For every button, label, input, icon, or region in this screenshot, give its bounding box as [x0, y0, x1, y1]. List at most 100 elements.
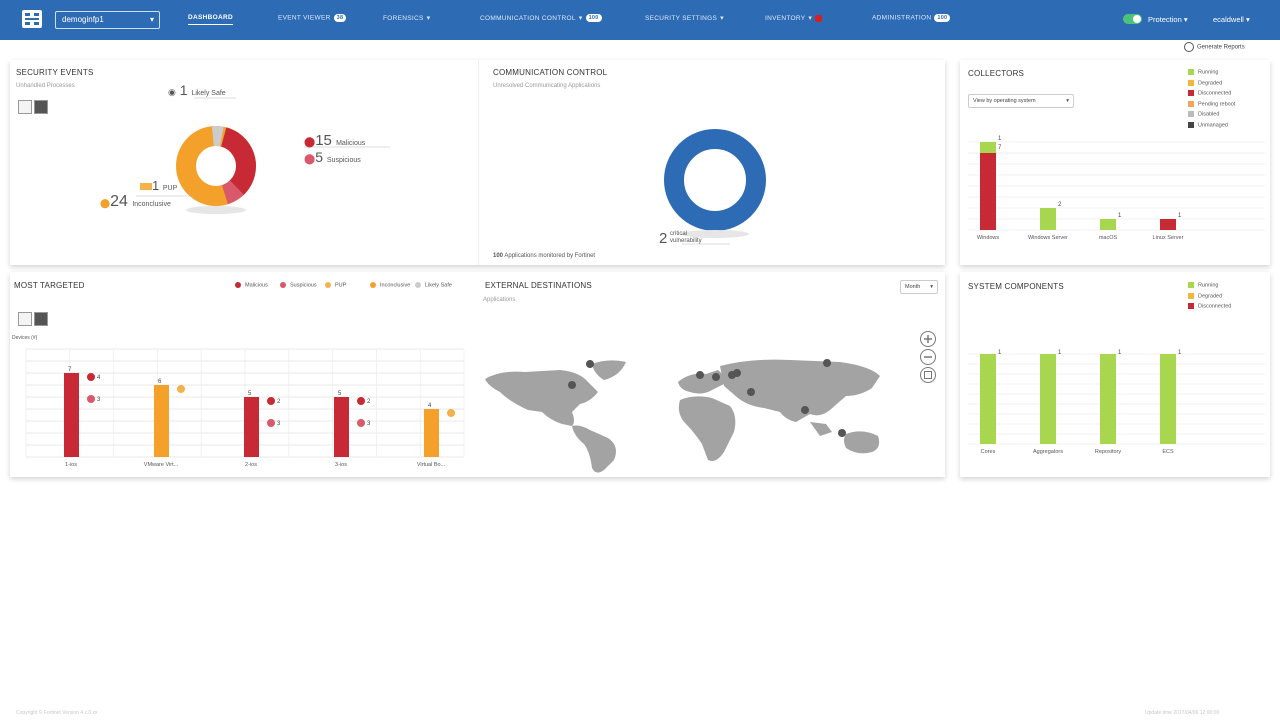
- map-pin-icon[interactable]: [801, 406, 810, 423]
- legend-item[interactable]: PUP: [325, 282, 346, 288]
- view-table-button[interactable]: [34, 312, 48, 326]
- collector-bar-running[interactable]: [1100, 219, 1116, 230]
- legend-item[interactable]: Inconclusive: [370, 282, 410, 288]
- target-bar[interactable]: [424, 409, 439, 457]
- legend-swatch: [415, 282, 421, 288]
- donut-likely-safe-segment[interactable]: [176, 126, 256, 206]
- map-pin-icon[interactable]: [838, 429, 847, 446]
- legend-label: Degraded: [1198, 79, 1223, 86]
- map-pin-icon[interactable]: [696, 371, 705, 388]
- legend-item[interactable]: Disconnected: [1188, 303, 1231, 309]
- protection-menu[interactable]: Protection ▾: [1148, 15, 1188, 24]
- legend-item[interactable]: Malicious: [235, 282, 268, 288]
- pup-stat[interactable]: 1 PUP: [140, 178, 177, 193]
- component-bar[interactable]: [1160, 354, 1176, 444]
- malicious-count: 15: [315, 132, 332, 149]
- likely-safe-stat[interactable]: ◉ 1 Likely Safe: [168, 82, 226, 98]
- side-indicator-icon[interactable]: [357, 419, 365, 427]
- fit-map-icon[interactable]: [920, 367, 936, 383]
- legend-label: Malicious: [245, 282, 268, 289]
- report-icon: [1184, 42, 1194, 52]
- system-components-title: SYSTEM COMPONENTS: [968, 282, 1064, 291]
- component-bar[interactable]: [980, 354, 996, 444]
- critical-label: critical: [670, 231, 688, 237]
- side-indicator-icon[interactable]: [357, 397, 365, 405]
- generate-reports-button[interactable]: Generate Reports: [1184, 42, 1245, 52]
- nav-administration[interactable]: ADMINISTRATION 100: [872, 14, 951, 22]
- critical-vulnerability-stat[interactable]: 2: [659, 230, 667, 247]
- map-pin-icon[interactable]: [712, 373, 721, 390]
- collector-bar-running[interactable]: [980, 142, 996, 153]
- south-america-shape: [572, 425, 616, 473]
- side-indicator-icon[interactable]: [177, 385, 185, 393]
- map-pin-icon[interactable]: [568, 381, 577, 398]
- legend-item[interactable]: Pending reboot: [1188, 100, 1235, 107]
- legend-item[interactable]: Disconnected: [1188, 90, 1231, 96]
- collectors-view-select[interactable]: View by operating system ▾: [968, 94, 1074, 108]
- nav-security-settings-label: SECURITY SETTINGS: [645, 15, 718, 22]
- target-bar[interactable]: [64, 373, 79, 457]
- protection-toggle[interactable]: [1123, 14, 1142, 24]
- legend-item[interactable]: Disabled: [1188, 111, 1219, 117]
- side-value-label: 2: [367, 399, 371, 405]
- x-tick-label: Cores: [981, 449, 996, 455]
- external-destinations-title: EXTERNAL DESTINATIONS: [485, 281, 592, 290]
- user-menu[interactable]: ecaldwell ▾: [1213, 15, 1250, 24]
- nav-forensics[interactable]: FORENSICS ▾: [383, 14, 430, 22]
- malicious-stat[interactable]: ⬤15 Malicious: [304, 132, 365, 149]
- legend-item[interactable]: Running: [1188, 69, 1219, 75]
- communication-control-donut[interactable]: [650, 120, 780, 250]
- protection-label: Protection: [1148, 15, 1182, 24]
- target-bar[interactable]: [334, 397, 349, 457]
- inconclusive-stat[interactable]: ⬤24 Inconclusive: [100, 193, 171, 211]
- collector-bar-disconnected[interactable]: [980, 153, 996, 230]
- component-bar[interactable]: [1100, 354, 1116, 444]
- legend-item[interactable]: Suspicious: [280, 282, 317, 288]
- legend-item[interactable]: Unmanaged: [1188, 121, 1228, 128]
- nav-communication-control[interactable]: COMMUNICATION CONTROL ▾ 100: [480, 14, 602, 23]
- view-chart-button[interactable]: [18, 100, 32, 114]
- side-indicator-icon[interactable]: [447, 409, 455, 417]
- map-pin-icon[interactable]: [747, 388, 756, 405]
- component-bar[interactable]: [1040, 354, 1056, 444]
- suspicious-stat[interactable]: ⬤5 Suspicious: [304, 149, 361, 165]
- bar-value-label: 1: [1058, 350, 1062, 356]
- fortinet-logo-icon[interactable]: [22, 10, 42, 28]
- bar-value-label: 7: [998, 145, 1002, 151]
- nav-event-viewer[interactable]: EVENT VIEWER 38: [278, 14, 347, 22]
- side-indicator-icon[interactable]: [87, 373, 95, 381]
- zoom-in-icon[interactable]: [920, 331, 936, 347]
- nav-dashboard-label: DASHBOARD: [188, 14, 233, 21]
- view-chart-button[interactable]: [18, 312, 32, 326]
- legend-item[interactable]: Likely Safe: [415, 282, 452, 288]
- chevron-down-icon: ▾: [930, 284, 933, 290]
- x-tick-label: Windows: [977, 235, 1000, 241]
- period-select[interactable]: Month ▾: [900, 280, 938, 294]
- nav-dashboard[interactable]: DASHBOARD: [188, 14, 233, 25]
- target-bar[interactable]: [244, 397, 259, 457]
- donut-suspicious-segment[interactable]: [174, 124, 259, 209]
- donut-malicious-segment[interactable]: [176, 126, 256, 206]
- organization-select[interactable]: demoginfp1 ▾: [55, 11, 160, 29]
- side-indicator-icon[interactable]: [87, 395, 95, 403]
- legend-item[interactable]: Degraded: [1188, 79, 1223, 86]
- legend-label: Likely Safe: [425, 282, 452, 289]
- view-table-button[interactable]: [34, 100, 48, 114]
- map-pin-icon[interactable]: [733, 369, 742, 386]
- side-indicator-icon[interactable]: [267, 419, 275, 427]
- bar-value-label: 5: [338, 391, 342, 397]
- map-pin-icon[interactable]: [823, 359, 832, 376]
- nav-inventory[interactable]: INVENTORY ▾: [765, 14, 823, 22]
- map-zoom-controls: [920, 331, 936, 383]
- zoom-out-icon[interactable]: [920, 349, 936, 365]
- donut-critical-segment[interactable]: [664, 129, 766, 231]
- legend-item[interactable]: Running: [1188, 282, 1219, 288]
- collector-bar-disconnected[interactable]: [1160, 219, 1176, 230]
- map-pin-icon[interactable]: [586, 360, 595, 377]
- user-name: ecaldwell: [1213, 15, 1244, 24]
- side-indicator-icon[interactable]: [267, 397, 275, 405]
- collector-bar-running[interactable]: [1040, 208, 1056, 230]
- legend-item[interactable]: Degraded: [1188, 292, 1222, 299]
- nav-security-settings[interactable]: SECURITY SETTINGS ▾: [645, 14, 724, 22]
- target-bar[interactable]: [154, 385, 169, 457]
